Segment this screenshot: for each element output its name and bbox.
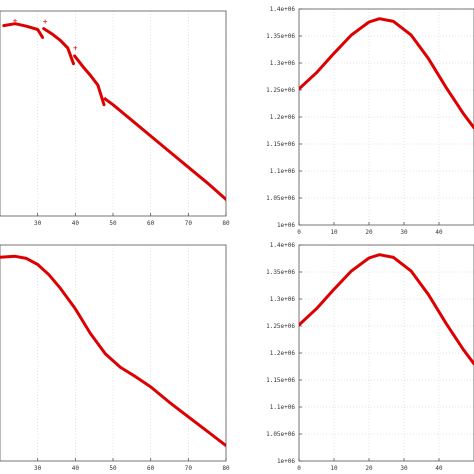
series-line xyxy=(299,17,474,130)
x-tick-label: 20 xyxy=(365,229,373,236)
y-tick-label: 1e+06 xyxy=(277,458,295,465)
x-tick-label: 30 xyxy=(400,465,408,472)
x-tick-label: 60 xyxy=(147,465,155,472)
x-tick-label: 70 xyxy=(185,465,193,472)
x-tick-label: 40 xyxy=(72,220,80,227)
y-tick-label: 1.25e+06 xyxy=(266,87,295,94)
x-tick-label: 40 xyxy=(435,229,443,236)
y-tick-label: 1.2e+06 xyxy=(270,350,296,357)
x-tick-label: 30 xyxy=(34,465,42,472)
y-tick-label: 1.05e+06 xyxy=(266,431,295,438)
y-tick-label: 1.4e+06 xyxy=(270,242,296,249)
y-tick-label: 1.1e+06 xyxy=(270,168,296,175)
x-tick-label: 40 xyxy=(72,465,80,472)
x-tick-label: 0 xyxy=(297,465,301,472)
x-tick-label: 70 xyxy=(185,220,193,227)
x-tick-label: 80 xyxy=(222,465,230,472)
y-tick-label: 1.35e+06 xyxy=(266,269,295,276)
panel-bottom-right: 0 10 20 30 40 1e+06 1.05e+06 1.1e+06 1.15e+06 1.2… xyxy=(266,242,474,472)
x-tick-label: 50 xyxy=(109,220,117,227)
x-tick-label: 50 xyxy=(109,465,117,472)
x-tick-label: 80 xyxy=(222,220,230,227)
x-tick-label: 60 xyxy=(147,220,155,227)
x-tick-label: 30 xyxy=(34,220,42,227)
panel-top-left: 30 40 50 60 70 80 + + + + xyxy=(0,10,230,227)
y-tick-label: 1.15e+06 xyxy=(266,377,295,384)
y-tick-label: 1e+06 xyxy=(277,222,295,229)
series-line xyxy=(299,253,474,366)
y-tick-label: 1.15e+06 xyxy=(266,141,295,148)
panel-top-right: 0 10 20 30 40 1e+06 1.05e+06 1.1e+06 1.15e+06 1.2… xyxy=(266,6,474,236)
data-point-marker: + xyxy=(73,44,78,53)
x-tick-label: 40 xyxy=(435,465,443,472)
data-point-marker: + xyxy=(43,17,48,26)
y-tick-label: 1.3e+06 xyxy=(270,296,296,303)
series-line xyxy=(42,27,75,66)
x-tick-label: 10 xyxy=(330,465,338,472)
y-tick-label: 1.3e+06 xyxy=(270,60,296,67)
series-line xyxy=(2,22,45,39)
series-line xyxy=(103,97,226,201)
y-tick-label: 1.1e+06 xyxy=(270,404,296,411)
x-tick-label: 20 xyxy=(365,465,373,472)
y-tick-label: 1.25e+06 xyxy=(266,323,295,330)
data-point-marker: + xyxy=(103,94,108,103)
x-tick-label: 10 xyxy=(330,229,338,236)
y-tick-label: 1.4e+06 xyxy=(270,6,296,13)
series-line xyxy=(73,54,106,107)
x-tick-label: 0 xyxy=(297,229,301,236)
data-point-marker: + xyxy=(13,16,18,25)
y-tick-label: 1.05e+06 xyxy=(266,195,295,202)
y-tick-label: 1.2e+06 xyxy=(270,114,296,121)
y-tick-label: 1.35e+06 xyxy=(266,33,295,40)
panel-bottom-left: 30 40 50 60 70 80 xyxy=(0,244,230,472)
x-tick-label: 30 xyxy=(400,229,408,236)
series-line xyxy=(0,254,226,448)
